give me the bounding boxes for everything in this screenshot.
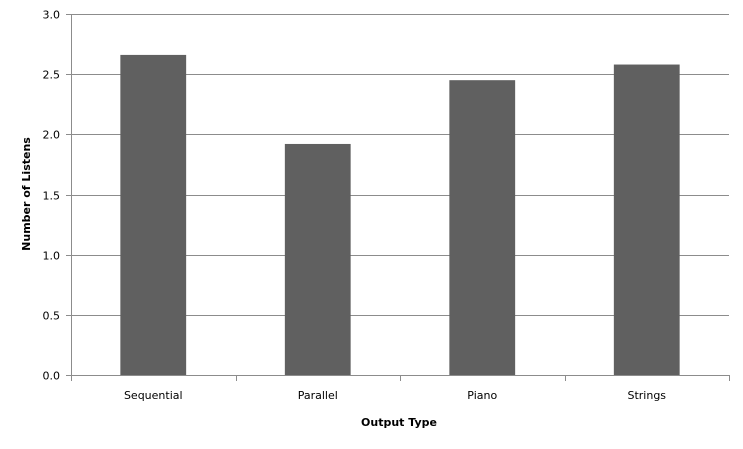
x-tick-labels: Sequential Parallel Piano Strings [124, 389, 666, 402]
x-tick-label: Sequential [124, 389, 183, 402]
y-tick-label: 2.0 [43, 129, 61, 142]
y-tick-label: 3.0 [43, 9, 61, 22]
x-tick-label: Strings [627, 389, 666, 402]
x-tick-label: Parallel [298, 389, 338, 402]
bar-parallel [284, 143, 351, 375]
y-tick-labels: 0.0 0.5 1.0 1.5 2.0 2.5 3.0 [43, 9, 61, 383]
bar-strings [613, 64, 680, 375]
x-axis-title: Output Type [361, 416, 437, 429]
x-tick-label: Piano [467, 389, 497, 402]
y-tick-label: 1.5 [43, 190, 61, 203]
bars [120, 54, 680, 376]
y-axis-title: Number of Listens [20, 137, 33, 251]
bar-piano [449, 80, 516, 375]
y-tick-label: 1.0 [43, 250, 61, 263]
y-tick-label: 0.0 [43, 370, 61, 383]
bar-sequential [120, 54, 187, 376]
y-tick-label: 2.5 [43, 69, 61, 82]
axes [66, 14, 730, 381]
y-tick-label: 0.5 [43, 310, 61, 323]
